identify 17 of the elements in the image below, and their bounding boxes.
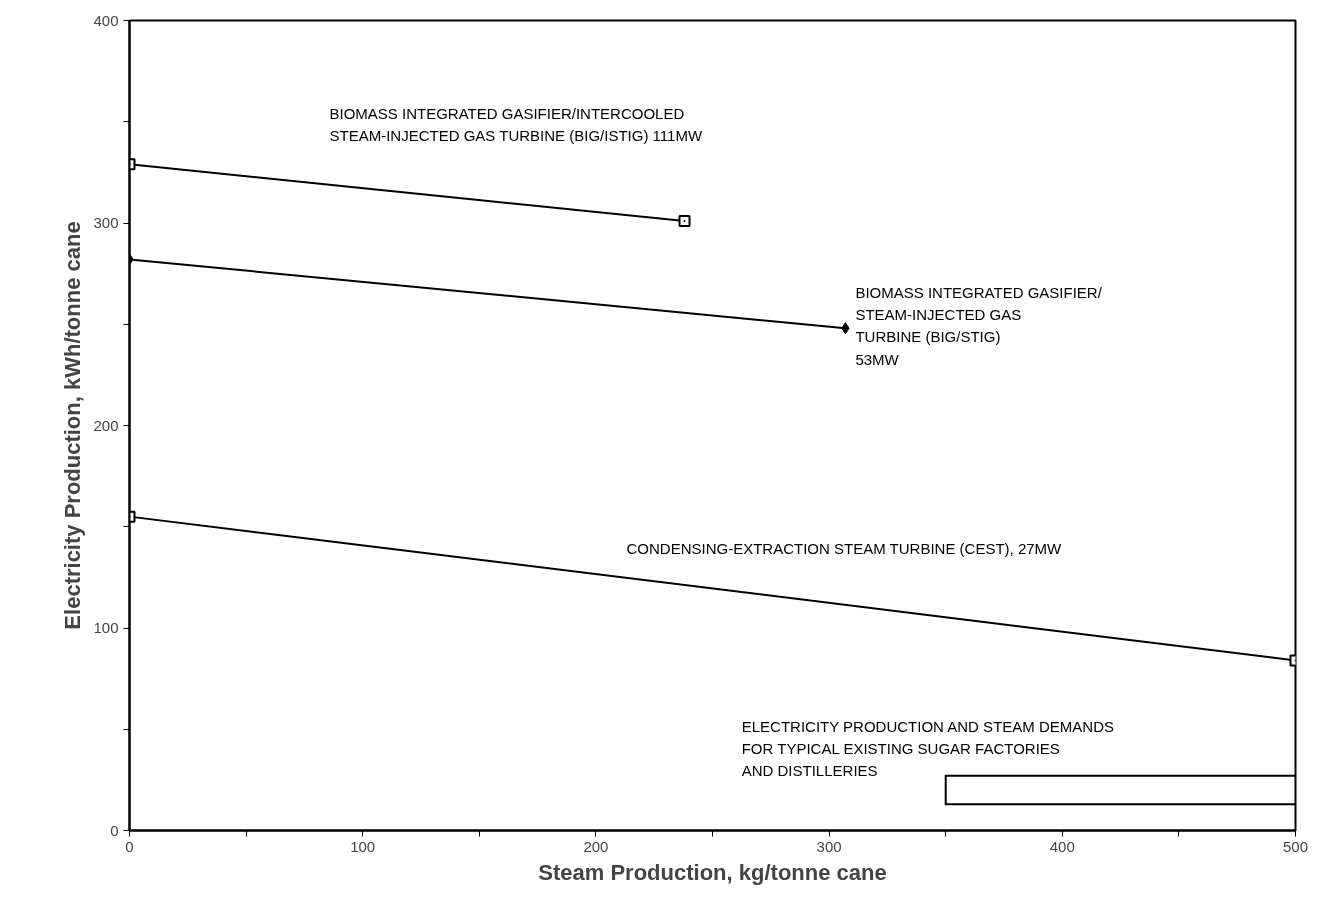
y-tick-label: 400 — [93, 11, 119, 29]
y-tick-label: 300 — [93, 214, 119, 231]
x-tick-label: 200 — [583, 837, 609, 855]
y-tick-label: 200 — [93, 416, 119, 434]
series-label: ELECTRICITY PRODUCTION AND STEAM DEMANDS FOR TYPICAL EXISTING SUGAR FACTORIES AND DISTILLERIES — [741, 717, 1114, 780]
text: BIOMASS INTEGRATED GASIFIER/INTERCOOLED STEAM-INJECTED GAS TURBINE (BIG/ISTIG) 111MW — [329, 104, 703, 145]
x-tick-label: 400 — [1049, 837, 1075, 855]
y-tick-label: 100 — [93, 619, 119, 636]
x-tick-label: 100 — [350, 837, 376, 855]
series-label: CONDENSING-EXTRACTION STEAM TURBINE (CEST), 27MW — [626, 540, 1063, 558]
x-tick-label: 500 — [1282, 837, 1309, 855]
x-tick-label: 300 — [816, 837, 842, 855]
series-label: BIOMASS INTEGRATED GASIFIER/ STEAM-INJECTED GAS TURBINE (BIG/STIG) 53MW — [855, 284, 1103, 368]
x-axis-title: Steam Production, kg/tonne cane — [538, 859, 887, 885]
x-tick-label: 0 — [125, 837, 134, 855]
y-tick-label: 0 — [110, 821, 119, 839]
y-axis-title: Electricity Production, kWh/tonne cane — [60, 221, 86, 630]
